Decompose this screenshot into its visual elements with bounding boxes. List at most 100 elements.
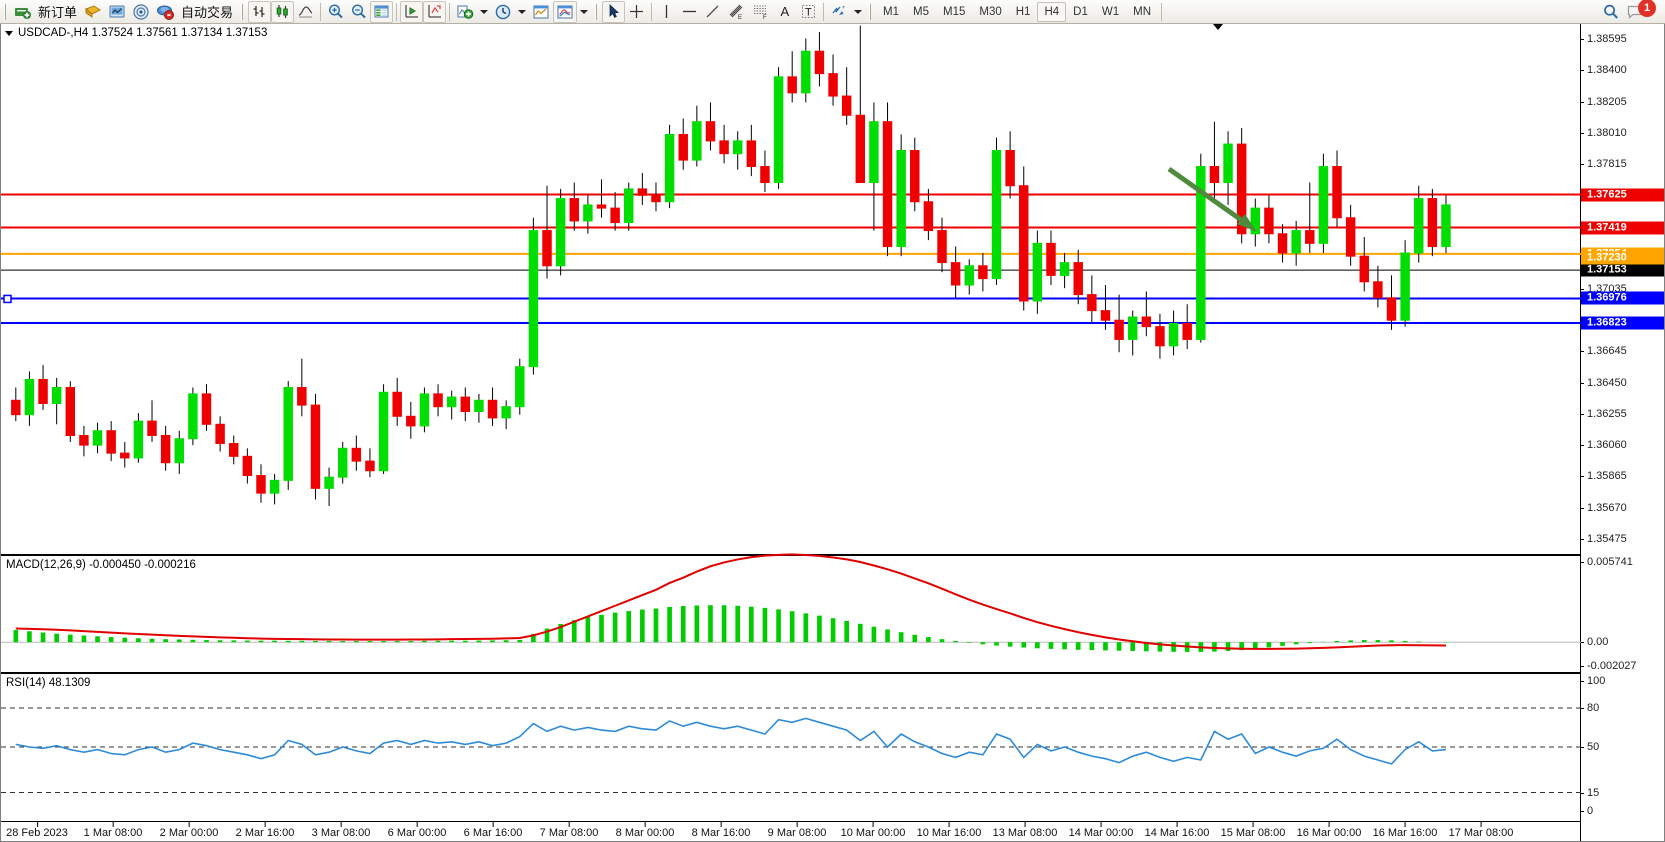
text-label-icon[interactable]: T	[797, 1, 820, 23]
bar-chart-icon[interactable]	[248, 0, 272, 23]
price-level-label-current[interactable]: 1.37153	[1581, 263, 1664, 277]
toolbar-separator-4	[651, 2, 653, 21]
terminal-icon[interactable]	[105, 1, 129, 23]
candle	[419, 387, 430, 433]
candle	[283, 381, 293, 490]
fibonacci-icon[interactable]: F	[749, 1, 774, 23]
level-anchor-handle[interactable]	[3, 294, 12, 304]
candle	[1209, 121, 1220, 199]
candle	[365, 448, 375, 478]
add-indicator-icon[interactable]	[453, 1, 477, 23]
search-icon[interactable]	[1599, 1, 1623, 23]
timeframe-m30[interactable]: M30	[979, 5, 1002, 18]
candle	[746, 124, 757, 177]
rsi-tick-50: 50	[1581, 741, 1599, 753]
macd-tick-min: -0.002027	[1581, 660, 1637, 672]
arrows-caret-icon[interactable]	[854, 9, 863, 14]
price-level-label-support[interactable]: 1.36823	[1581, 316, 1664, 330]
candle	[555, 188, 566, 276]
zoom-out-icon[interactable]	[347, 1, 370, 23]
price-level-label-resistance[interactable]: 1.37419	[1581, 221, 1664, 234]
new-order-label[interactable]: 新订单	[38, 5, 78, 20]
chart-shift-icon[interactable]	[400, 0, 424, 23]
candle	[11, 387, 21, 422]
navigator-icon[interactable]	[129, 1, 153, 23]
zoom-in-icon[interactable]	[324, 1, 347, 23]
rsi-pane-canvas[interactable]	[1, 673, 1581, 821]
chart-type-grip[interactable]	[239, 1, 247, 22]
candle	[1100, 284, 1111, 330]
price-level-label-support[interactable]: 1.36976	[1581, 291, 1664, 305]
price-level-label-resistance[interactable]: 1.37625	[1581, 188, 1664, 202]
candle	[106, 421, 116, 462]
data-grid-icon[interactable]	[370, 0, 394, 23]
messages-icon[interactable]: 1	[1623, 0, 1665, 23]
candle	[201, 384, 212, 431]
candle	[596, 179, 607, 218]
svg-text:E: E	[738, 15, 742, 20]
vertical-line-icon[interactable]	[655, 1, 678, 23]
candle	[1373, 265, 1383, 308]
candle	[406, 401, 416, 439]
price-tick: 1.38010	[1581, 127, 1627, 139]
price-level-label-pivot-secondary[interactable]: 1.37230	[1581, 251, 1664, 265]
chart-window[interactable]: USDCAD-,H4 1.37524 1.37561 1.37134 1.371…	[0, 24, 1665, 842]
timeframe-d1[interactable]: D1	[1073, 5, 1088, 18]
candle	[624, 182, 634, 231]
chart-title-bar: USDCAD-,H4 1.37524 1.37561 1.37134 1.371…	[5, 27, 267, 39]
candle	[120, 441, 130, 468]
main-toolbar: 新订单	[0, 0, 1665, 24]
drawing-tools-grip[interactable]	[593, 1, 601, 22]
timeframe-mn[interactable]: MN	[1133, 5, 1151, 18]
autotrading-label[interactable]: 自动交易	[181, 5, 234, 20]
period-clock-icon[interactable]	[491, 1, 515, 23]
timeframe-grip[interactable]	[867, 1, 875, 22]
price-pane-canvas[interactable]	[1, 24, 1581, 554]
candle	[787, 51, 797, 103]
arrows-shapes-icon[interactable]	[827, 1, 851, 23]
time-tick: 9 Mar 08:00	[767, 822, 827, 839]
rsi-tick-80: 80	[1581, 702, 1599, 714]
trendline-icon[interactable]	[701, 1, 724, 23]
timeframe-w1[interactable]: W1	[1101, 5, 1120, 18]
candle	[460, 387, 471, 422]
timeframe-m1[interactable]: M1	[883, 5, 900, 18]
candle	[1345, 204, 1356, 266]
price-tick: 1.37815	[1581, 158, 1627, 170]
indicator-list-icon[interactable]	[553, 0, 578, 23]
time-scale[interactable]: 28 Feb 2023 1 Mar 08:00 2 Mar 00:00 2 Mar 1…	[1, 821, 1580, 841]
data-window-icon[interactable]	[81, 1, 105, 23]
toolbar-grip[interactable]	[2, 1, 9, 22]
trend-arrow-annotation[interactable]	[1167, 166, 1257, 232]
price-tick: 1.35670	[1581, 502, 1627, 514]
candle	[964, 259, 974, 295]
candle	[188, 387, 198, 446]
candle	[1046, 230, 1056, 285]
add-indicator-caret-icon[interactable]	[480, 9, 489, 14]
horizontal-line-icon[interactable]	[678, 1, 701, 23]
timeframe-m15[interactable]: M15	[943, 5, 966, 18]
timeframe-h4[interactable]: H4	[1037, 1, 1067, 22]
candlestick-chart-icon[interactable]	[271, 0, 295, 23]
crosshair-icon[interactable]	[625, 1, 648, 23]
text-icon[interactable]: A	[774, 1, 797, 23]
equidistant-channel-icon[interactable]: E	[724, 1, 749, 23]
candle	[1005, 131, 1015, 199]
template-icon[interactable]	[529, 1, 553, 23]
autotrading-icon[interactable]	[153, 1, 177, 23]
timeframe-m5[interactable]: M5	[913, 5, 929, 18]
cursor-icon[interactable]	[602, 0, 626, 23]
candle	[1427, 188, 1438, 257]
candle	[269, 473, 280, 505]
new-order-icon[interactable]	[11, 1, 34, 23]
line-chart-icon[interactable]	[294, 1, 317, 23]
macd-pane-canvas[interactable]	[1, 553, 1581, 673]
indicator-list-caret-icon[interactable]	[580, 9, 589, 14]
timeframe-h1[interactable]: H1	[1015, 5, 1031, 18]
chart-collapse-icon[interactable]	[5, 30, 13, 36]
period-caret-icon[interactable]	[518, 9, 527, 14]
price-scale[interactable]: 1.38595 1.38400 1.38205 1.38010 1.37815 1.370…	[1580, 24, 1664, 841]
candle	[705, 102, 716, 151]
auto-scroll-icon[interactable]	[423, 0, 447, 23]
